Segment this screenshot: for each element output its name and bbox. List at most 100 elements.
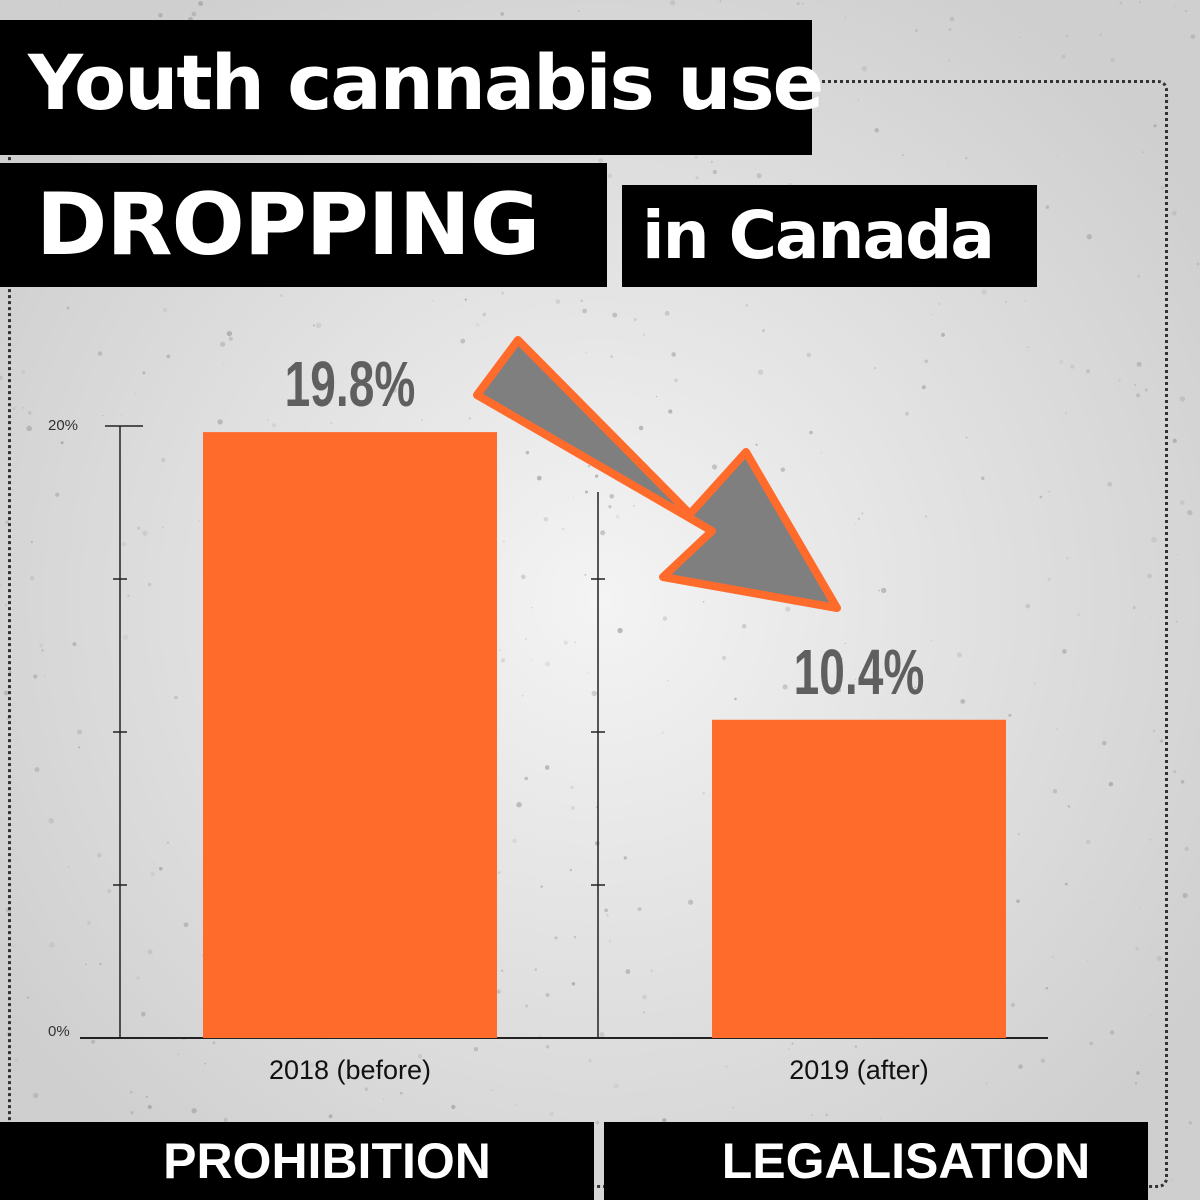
headline-line-2: DROPPING — [0, 163, 607, 287]
speckle — [27, 411, 32, 415]
speckle — [1111, 75, 1113, 77]
speckle — [554, 936, 558, 940]
speckle — [1190, 34, 1196, 39]
speckle — [473, 1047, 479, 1052]
speckle — [531, 658, 533, 660]
speckle — [1010, 1002, 1016, 1008]
speckle — [1174, 5, 1176, 7]
speckle — [577, 10, 580, 13]
speckle — [525, 1004, 529, 1008]
speckle — [421, 419, 423, 421]
speckle — [1061, 54, 1066, 59]
speckle — [1027, 346, 1030, 349]
speckle — [1134, 384, 1137, 387]
speckle — [1018, 1064, 1023, 1070]
speckle — [854, 678, 856, 680]
speckle — [1149, 838, 1152, 841]
speckle — [1086, 369, 1090, 374]
speckle — [1059, 359, 1064, 364]
speckle — [1102, 740, 1107, 746]
speckle — [1175, 620, 1178, 623]
speckle — [608, 505, 612, 509]
speckle — [464, 298, 467, 301]
speckle — [91, 1039, 96, 1044]
speckle — [1045, 986, 1049, 990]
speckle — [1142, 151, 1144, 153]
speckle — [956, 652, 962, 658]
speckle — [309, 1062, 315, 1068]
chart-bars — [203, 432, 1006, 1038]
speckle — [162, 307, 168, 313]
speckle — [802, 2, 804, 5]
speckle — [1156, 955, 1162, 962]
speckle — [615, 514, 620, 519]
speckle — [686, 679, 688, 681]
speckle — [26, 425, 32, 432]
speckle — [121, 414, 123, 416]
speckle — [228, 336, 233, 341]
speckle — [220, 341, 226, 347]
speckle — [674, 378, 679, 383]
speckle — [14, 1058, 18, 1062]
speckle — [1132, 606, 1136, 610]
speckle — [1107, 481, 1113, 487]
speckle — [857, 517, 861, 520]
speckle — [584, 573, 587, 576]
speckle — [844, 16, 847, 19]
speckle — [1184, 846, 1189, 851]
speckle — [499, 649, 502, 652]
speckle — [642, 333, 646, 337]
speckle — [745, 303, 749, 307]
speckle — [712, 169, 717, 175]
speckle — [59, 420, 63, 424]
speckle — [525, 450, 530, 455]
speckle — [756, 173, 762, 179]
speckle — [130, 1111, 134, 1115]
speckle — [142, 371, 146, 375]
speckle — [905, 411, 909, 416]
speckle — [1019, 36, 1021, 38]
speckle — [573, 497, 575, 499]
speckle — [1136, 1071, 1140, 1075]
speckle — [1076, 613, 1080, 617]
speckle — [871, 672, 875, 675]
speckle — [482, 312, 487, 317]
speckle — [599, 1032, 605, 1038]
speckle — [476, 340, 478, 341]
speckle — [272, 423, 277, 428]
speckle — [136, 976, 140, 980]
bar-1 — [203, 432, 497, 1038]
speckle — [1025, 603, 1031, 609]
speckle — [544, 765, 550, 770]
speckle — [1016, 899, 1020, 903]
speckle — [1168, 212, 1171, 214]
speckle — [1031, 967, 1033, 969]
speckle — [501, 291, 504, 295]
speckle — [901, 154, 904, 157]
speckle — [1045, 205, 1050, 209]
speckle — [267, 419, 269, 422]
speckle — [874, 128, 879, 133]
speckle — [711, 464, 718, 470]
speckle — [1136, 393, 1141, 398]
speckle — [1090, 903, 1092, 905]
speckle — [837, 656, 843, 662]
speckle — [574, 641, 576, 644]
speckle — [1066, 34, 1069, 37]
speckle — [1067, 805, 1071, 808]
speckle — [762, 329, 765, 333]
speckle — [931, 313, 934, 316]
speckle — [1160, 1071, 1163, 1074]
speckle — [623, 856, 627, 860]
speckle — [570, 806, 575, 810]
speckle — [670, 0, 676, 6]
speckle — [1052, 789, 1058, 794]
speckle — [584, 490, 589, 494]
speckle — [1099, 33, 1103, 36]
speckle — [780, 467, 785, 472]
speckle — [280, 294, 283, 297]
speckle — [545, 993, 550, 997]
speckle — [0, 375, 3, 380]
speckle — [29, 575, 35, 581]
speckle — [122, 634, 129, 640]
